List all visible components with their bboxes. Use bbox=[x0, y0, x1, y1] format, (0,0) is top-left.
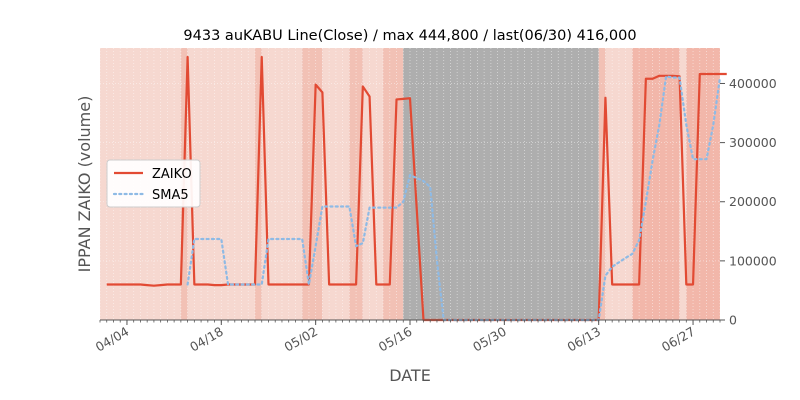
y-tick-label: 0 bbox=[729, 313, 737, 328]
series-line-zaiko bbox=[106, 55, 727, 322]
y-axis-ticks: 0 100000 200000 300000 400000 bbox=[720, 76, 777, 328]
shaded-region-10 bbox=[403, 48, 599, 320]
legend-label-sma5: SMA5 bbox=[152, 188, 189, 203]
y-tick-label: 100000 bbox=[729, 253, 777, 268]
series-line-sma5 bbox=[186, 75, 722, 322]
shaded-region-15 bbox=[686, 48, 720, 320]
legend-label-zaiko: ZAIKO bbox=[152, 167, 192, 182]
y-axis-title: IPPAN ZAIKO (volume) bbox=[75, 96, 94, 273]
x-axis-title: DATE bbox=[389, 366, 431, 385]
y-tick-label: 300000 bbox=[729, 135, 777, 150]
chart-title: 9433 auKABU Line(Close) / max 444,800 / … bbox=[183, 28, 636, 44]
series-layer bbox=[106, 55, 727, 322]
legend-box bbox=[106, 159, 201, 208]
legend: ZAIKO SMA5 bbox=[106, 159, 201, 208]
y-tick-label: 200000 bbox=[729, 194, 777, 209]
y-tick-label: 400000 bbox=[729, 76, 777, 91]
